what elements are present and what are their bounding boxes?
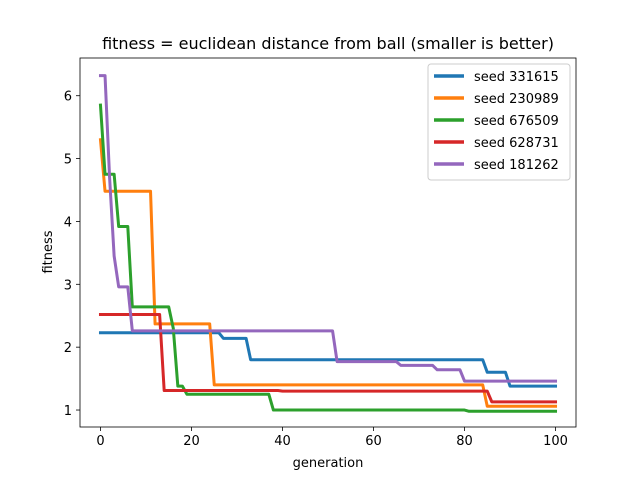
y-tick-label: 5 xyxy=(64,153,72,168)
x-tick-label: 100 xyxy=(543,434,568,449)
y-tick-label: 3 xyxy=(64,278,72,293)
y-axis-label: fitness xyxy=(41,230,56,273)
x-tick-label: 20 xyxy=(183,434,200,449)
chart-title: fitness = euclidean distance from ball (… xyxy=(102,34,554,53)
series-line-1 xyxy=(98,331,558,388)
series-line-4 xyxy=(98,312,558,404)
plot-area: 0 20 40 60 80 100 1 2 3 4 5 6 xyxy=(64,57,577,449)
series-line-3 xyxy=(98,103,558,413)
axes-frame xyxy=(79,57,577,428)
x-axis-label: generation xyxy=(293,456,364,471)
x-tick-label: 80 xyxy=(456,434,473,449)
x-tick-label: 0 xyxy=(96,434,104,449)
legend-label: seed 331615 xyxy=(474,70,559,85)
legend-label: seed 676509 xyxy=(474,114,559,129)
y-tick-label: 6 xyxy=(64,90,72,105)
y-tick-label: 4 xyxy=(64,215,72,230)
legend-label: seed 230989 xyxy=(474,92,559,107)
legend: seed 331615 seed 230989 seed 676509 seed 62… xyxy=(427,63,571,181)
y-tick-label: 1 xyxy=(64,404,72,419)
legend-box xyxy=(427,63,571,181)
series-line-2 xyxy=(98,138,558,408)
legend-label: seed 181262 xyxy=(474,158,559,173)
x-tick-label: 40 xyxy=(274,434,291,449)
y-tick-label: 2 xyxy=(64,341,72,356)
series-line-5 xyxy=(98,74,558,383)
x-tick-label: 60 xyxy=(365,434,382,449)
legend-label: seed 628731 xyxy=(474,136,559,151)
